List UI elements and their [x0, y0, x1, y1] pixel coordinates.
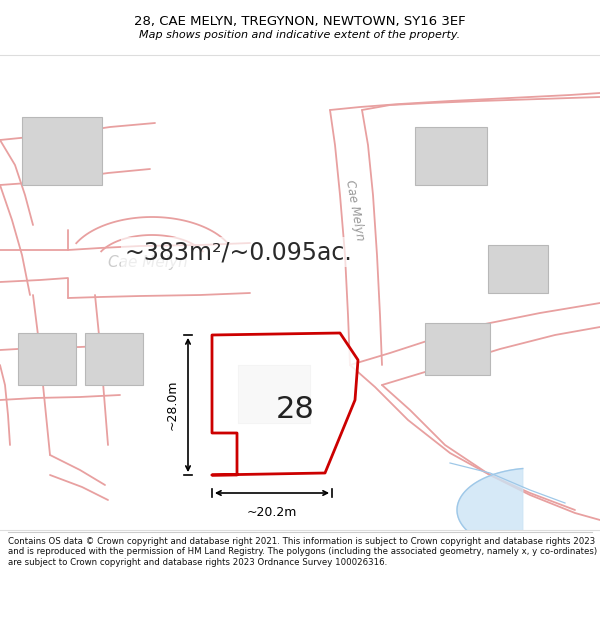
- Text: 28: 28: [275, 396, 314, 424]
- Text: ~20.2m: ~20.2m: [247, 506, 297, 519]
- Text: ~383m²/~0.095ac.: ~383m²/~0.095ac.: [124, 240, 352, 264]
- Text: 28, CAE MELYN, TREGYNON, NEWTOWN, SY16 3EF: 28, CAE MELYN, TREGYNON, NEWTOWN, SY16 3…: [134, 16, 466, 28]
- Text: Cae Melyn: Cae Melyn: [108, 254, 188, 269]
- Text: ~28.0m: ~28.0m: [166, 380, 179, 430]
- Bar: [238, 365, 310, 423]
- Text: Map shows position and indicative extent of the property.: Map shows position and indicative extent…: [139, 29, 461, 39]
- Text: Contains OS data © Crown copyright and database right 2021. This information is : Contains OS data © Crown copyright and d…: [8, 537, 597, 567]
- Bar: [415, 127, 487, 185]
- Bar: [425, 323, 490, 375]
- Bar: [488, 245, 548, 293]
- Polygon shape: [457, 469, 523, 551]
- Bar: [22, 117, 102, 185]
- Text: Cae Melyn: Cae Melyn: [343, 179, 367, 241]
- Bar: [18, 333, 76, 385]
- Polygon shape: [212, 333, 358, 475]
- Bar: [85, 333, 143, 385]
